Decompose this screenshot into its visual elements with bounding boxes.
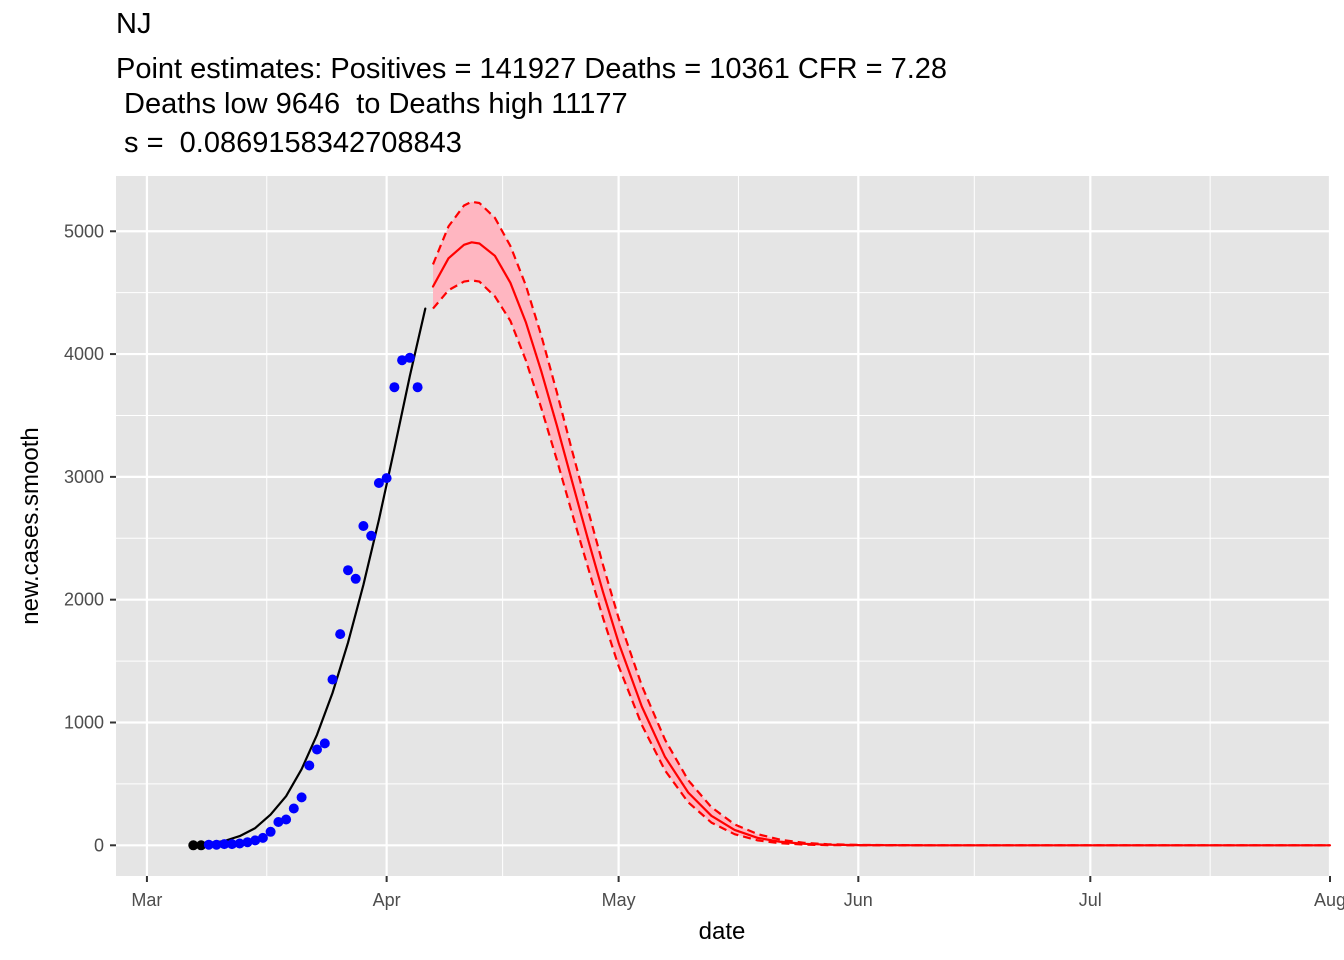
observed-data-point (265, 826, 276, 837)
x-tick-label: Apr (373, 890, 401, 910)
projection-bound-line (431, 200, 1330, 847)
projection-bound-line (432, 279, 1330, 847)
x-tick-label: Mar (131, 890, 162, 910)
observed-data-point (281, 814, 292, 825)
observed-data-point (234, 838, 245, 849)
observed-data-point (373, 478, 384, 488)
observed-data-point (273, 817, 284, 827)
observed-points-layer (188, 352, 423, 851)
observed-data-point (203, 839, 214, 850)
plot-panel (116, 176, 1330, 876)
observed-data-point (257, 832, 268, 843)
observed-data-point (288, 803, 299, 814)
observed-data-point (366, 530, 377, 541)
y-tick-label: 3000 (64, 467, 104, 487)
observed-data-point (335, 629, 346, 640)
title-line-deaths-range: Deaths low 9646 to Deaths high 11177 (116, 88, 628, 120)
observed-data-point (358, 521, 369, 531)
observed-data-point (211, 839, 222, 850)
title-line-location: NJ (116, 8, 151, 40)
observed-data-point (397, 355, 408, 366)
title-line-s-value: s = 0.0869158342708843 (116, 127, 462, 159)
observed-data-point (343, 565, 353, 576)
chart-title: NJ Point estimates: Positives = 141927 D… (116, 8, 947, 159)
major-gridlines (116, 176, 1332, 876)
observed-data-point (389, 382, 400, 393)
x-axis: Mar Apr May Jun Jul Aug (131, 876, 1344, 910)
observed-data-point (219, 839, 230, 850)
observed-data-point (404, 352, 415, 363)
observed-data-point (227, 839, 237, 850)
x-tick-label: Aug (1314, 890, 1344, 910)
y-tick-label: 1000 (64, 712, 104, 732)
y-tick-label: 0 (94, 835, 104, 855)
early-data-point (196, 840, 207, 851)
observed-data-point (319, 738, 330, 749)
observed-data-point (242, 837, 253, 848)
observed-data-point (350, 573, 361, 584)
y-axis: 0 1000 2000 3000 4000 5000 (64, 221, 116, 855)
observed-data-point (304, 760, 315, 771)
x-tick-label: Jul (1079, 890, 1102, 910)
observed-data-point (412, 382, 423, 393)
observed-data-point (250, 835, 261, 846)
series-lines-layer (192, 200, 1332, 847)
observed-data-point (381, 473, 392, 484)
x-tick-label: May (602, 890, 636, 910)
y-tick-label: 2000 (64, 590, 104, 610)
fitted-curve-line (192, 307, 427, 846)
observed-data-point (327, 674, 338, 685)
early-data-point (188, 840, 199, 851)
x-axis-title: date (699, 918, 746, 945)
observed-data-point (296, 792, 307, 803)
y-tick-label: 5000 (64, 221, 104, 241)
x-tick-label: Jun (844, 890, 873, 910)
title-line-point-estimates: Point estimates: Positives = 141927 Deat… (116, 53, 947, 85)
observed-data-point (312, 744, 322, 755)
y-tick-label: 4000 (64, 344, 104, 364)
y-axis-title: new.cases.smooth (17, 427, 44, 624)
